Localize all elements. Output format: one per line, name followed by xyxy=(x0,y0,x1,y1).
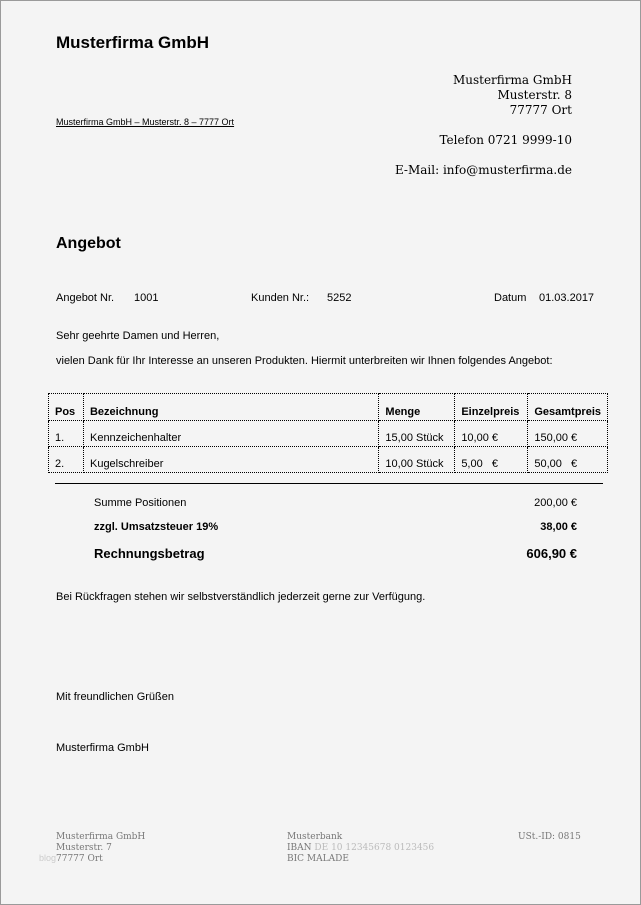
offer-table: Pos Bezeichnung Menge Einzelpreis Gesamt… xyxy=(48,393,608,473)
col-gesamtpreis: Gesamtpreis xyxy=(527,393,608,421)
company-title: Musterfirma GmbH xyxy=(56,33,210,52)
footer-bank: Musterbank IBAN DE 10 12345678 0123456 B… xyxy=(287,832,434,865)
table-row: 1. Kennzeichenhalter 15,00 Stück 10,00 €… xyxy=(48,420,608,447)
cell-pos: 1. xyxy=(48,420,84,447)
customer-label: Kunden Nr.: xyxy=(251,292,310,304)
signature: Musterfirma GmbH xyxy=(56,742,149,754)
cell-bezeichnung: Kugelschreiber xyxy=(82,446,380,473)
footer-iban: DE 10 12345678 0123456 xyxy=(314,843,435,853)
sum-value: 200,00 € xyxy=(534,497,577,509)
footer-street: Musterstr. 7 xyxy=(56,843,112,853)
sender-name: Musterfirma GmbH xyxy=(452,73,572,87)
col-bezeichnung: Bezeichnung xyxy=(82,393,380,421)
doc-title: Angebot xyxy=(56,235,121,252)
tax-label: zzgl. Umsatzsteuer 19% xyxy=(94,521,219,533)
date-value: 01.03.2017 xyxy=(539,292,595,304)
table-header: Pos Bezeichnung Menge Einzelpreis Gesamt… xyxy=(48,393,608,421)
col-einzelpreis: Einzelpreis xyxy=(454,393,529,421)
divider xyxy=(55,483,603,484)
cell-einzelpreis: 5,00 € xyxy=(454,446,529,473)
footer-company-name: Musterfirma GmbH xyxy=(56,832,146,842)
cell-menge: 15,00 Stück xyxy=(378,420,456,447)
sender-address: Musterfirma GmbH Musterstr. 8 77777 Ort xyxy=(453,73,572,118)
table-row: 2. Kugelschreiber 10,00 Stück 5,00 € 50,… xyxy=(48,446,608,473)
customer-no: 5252 xyxy=(327,292,352,304)
total-value: 606,90 € xyxy=(526,546,577,561)
footer-city: 77777 Ort xyxy=(56,854,103,864)
cell-einzelpreis: 10,00 € xyxy=(454,420,529,447)
sum-label: Summe Positionen xyxy=(94,497,187,509)
footer-company: Musterfirma GmbH Musterstr. 7 77777 Ort xyxy=(56,832,145,865)
watermark: blog xyxy=(39,853,57,863)
cell-gesamtpreis: 50,00 € xyxy=(527,446,608,473)
cell-gesamtpreis: 150,00 € xyxy=(527,420,608,447)
col-pos: Pos xyxy=(48,393,84,421)
footer-bank-name: Musterbank xyxy=(287,832,343,842)
col-menge: Menge xyxy=(378,393,456,421)
cell-menge: 10,00 Stück xyxy=(378,446,456,473)
salutation: Sehr geehrte Damen und Herren, xyxy=(56,330,220,342)
date-label: Datum xyxy=(494,292,527,304)
total-label: Rechnungsbetrag xyxy=(94,546,205,561)
offer-label: Angebot Nr. xyxy=(56,292,115,304)
cell-bezeichnung: Kennzeichenhalter xyxy=(82,420,380,447)
sender-email: E-Mail: info@musterfirma.de xyxy=(394,163,572,177)
sender-city: 77777 Ort xyxy=(509,103,572,117)
intro-text: vielen Dank für Ihr Interesse an unseren… xyxy=(56,355,553,367)
footer-vat: USt.-ID: 0815 xyxy=(518,832,581,842)
footer-bic: BIC MALADE xyxy=(287,854,349,864)
sender-street: Musterstr. 8 xyxy=(497,88,573,102)
sender-phone: Telefon 0721 9999-10 xyxy=(439,133,572,147)
closing-text: Bei Rückfragen stehen wir selbstverständ… xyxy=(56,591,426,603)
regards: Mit freundlichen Grüßen xyxy=(56,691,174,703)
return-address: Musterfirma GmbH – Musterstr. 8 – 7777 O… xyxy=(56,117,235,127)
cell-pos: 2. xyxy=(48,446,84,473)
tax-value: 38,00 € xyxy=(540,521,577,533)
footer-iban-label: IBAN xyxy=(287,843,312,853)
offer-no: 1001 xyxy=(134,292,159,304)
